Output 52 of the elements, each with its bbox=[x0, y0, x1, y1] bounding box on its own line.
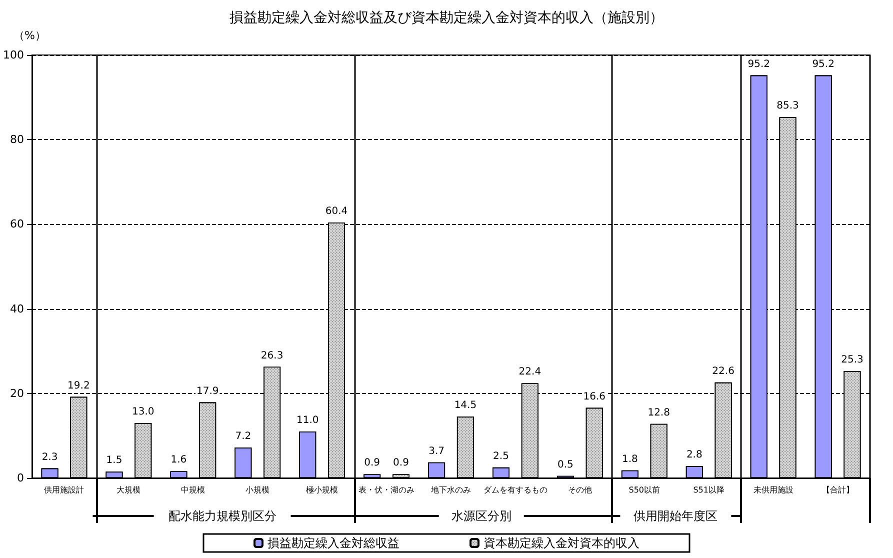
x-tick-label: S51以降 bbox=[693, 486, 724, 494]
data-label: 7.2 bbox=[235, 431, 252, 442]
x-tick-label: 地下水のみ bbox=[430, 486, 471, 494]
text: 配水能力規模別区分 bbox=[168, 509, 276, 523]
text: 水源区分別 bbox=[451, 509, 512, 523]
y-tick-label: 20 bbox=[10, 386, 24, 400]
y-tick-label: 0 bbox=[16, 472, 24, 484]
x-tick-label: 表・伏・湖のみ bbox=[358, 486, 415, 494]
data-label: 95.2 bbox=[748, 58, 770, 70]
data-label: 22.6 bbox=[712, 366, 734, 377]
data-label: 13.0 bbox=[132, 406, 154, 418]
y-tick-label: 60 bbox=[10, 218, 24, 231]
data-label: 3.7 bbox=[428, 446, 444, 457]
x-tick-label: 未供用施設 bbox=[753, 486, 794, 494]
x-tick-label: 極小規模 bbox=[306, 486, 338, 494]
data-label: 2.3 bbox=[42, 452, 58, 463]
data-label: 85.3 bbox=[776, 100, 799, 112]
data-label: 17.9 bbox=[196, 386, 219, 397]
data-label: 0.5 bbox=[558, 459, 574, 470]
data-label: 0.9 bbox=[364, 458, 380, 469]
x-tick-label: S50以前 bbox=[628, 486, 660, 494]
data-label: 1.5 bbox=[106, 455, 122, 466]
x-tick-label: 大規模 bbox=[116, 486, 141, 494]
data-label: 19.2 bbox=[68, 380, 90, 392]
legend-label: 損益勘定繰入金対総収益 bbox=[268, 536, 400, 550]
data-label: 12.8 bbox=[648, 407, 670, 418]
text: 供用開始年度区 bbox=[634, 509, 718, 523]
x-tick-label: 【合計】 bbox=[822, 486, 854, 494]
y-tick-label: 80 bbox=[10, 133, 24, 146]
chart-title: 損益勘定繰入金対総収益及び資本勘定繰入金対資本的収入（施設別） bbox=[230, 10, 664, 26]
y-axis-title: （%） bbox=[14, 29, 46, 42]
x-tick-label: 小規模 bbox=[246, 486, 270, 494]
data-label: 22.4 bbox=[518, 366, 542, 378]
data-label: 2.8 bbox=[686, 450, 702, 461]
legend-label: 資本勘定繰入金対資本的収入 bbox=[484, 536, 640, 550]
x-tick-label: ダムを有するもの bbox=[483, 486, 548, 494]
data-label: 95.2 bbox=[812, 58, 834, 70]
x-tick-label: その他 bbox=[568, 486, 592, 494]
data-label: 26.3 bbox=[260, 350, 284, 362]
x-tick-label: 中規模 bbox=[181, 486, 206, 494]
data-label: 25.3 bbox=[841, 354, 864, 366]
data-label: 14.5 bbox=[454, 400, 477, 412]
y-tick-label: 100 bbox=[2, 48, 24, 62]
data-label: 11.0 bbox=[296, 414, 319, 426]
y-tick-label: 40 bbox=[10, 302, 24, 316]
data-label: 16.6 bbox=[583, 391, 606, 402]
x-tick-label: 供用施設計 bbox=[44, 486, 84, 494]
data-label: 0.9 bbox=[393, 458, 409, 469]
data-label: 1.8 bbox=[622, 454, 638, 465]
data-label: 60.4 bbox=[325, 206, 348, 218]
data-label: 2.5 bbox=[493, 450, 509, 462]
data-label: 1.6 bbox=[170, 454, 187, 466]
